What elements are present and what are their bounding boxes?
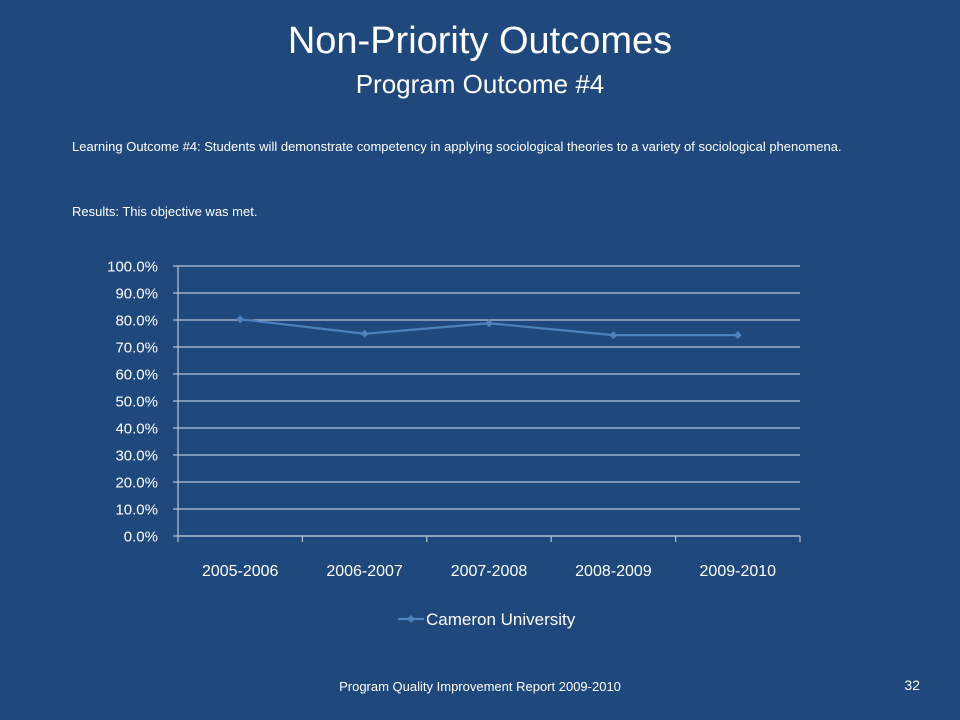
y-tick-label: 100.0% <box>107 259 158 276</box>
y-tick-label: 50.0% <box>115 394 158 411</box>
y-tick-label: 30.0% <box>115 448 158 465</box>
learning-outcome-text: Learning Outcome #4: Students will demon… <box>72 139 842 154</box>
y-tick-label: 10.0% <box>115 502 158 519</box>
results-text: Results: This objective was met. <box>72 204 258 219</box>
x-tick-label: 2007-2008 <box>451 563 528 580</box>
data-point <box>733 331 742 340</box>
slide-title: Non-Priority Outcomes <box>287 20 673 62</box>
y-tick-label: 20.0% <box>115 475 158 492</box>
slide-subtitle: Program Outcome #4 <box>355 69 605 99</box>
data-point <box>360 329 369 338</box>
y-tick-label: 70.0% <box>115 340 158 357</box>
data-point <box>609 331 618 340</box>
x-tick-label: 2009-2010 <box>700 563 777 580</box>
x-tick-label: 2006-2007 <box>326 563 403 580</box>
data-point <box>485 319 493 328</box>
x-tick-label: 2008-2009 <box>575 563 652 580</box>
y-tick-label: 40.0% <box>115 421 158 438</box>
legend-label: Cameron University <box>426 610 576 629</box>
y-tick-label: 90.0% <box>115 286 158 303</box>
footer-text: Program Quality Improvement Report 2009-… <box>339 679 621 694</box>
y-tick-label: 60.0% <box>115 367 158 384</box>
line-chart: 0.0% 10.0% 20.0% 30.0% 40.0% 50.0% 60.0% 70.0% 8… <box>107 259 801 629</box>
legend-marker <box>407 615 415 623</box>
page-number: 32 <box>904 677 920 693</box>
y-tick-label: 80.0% <box>115 313 158 330</box>
data-point <box>236 315 245 324</box>
y-tick-label: 0.0% <box>124 529 158 546</box>
x-tick-label: 2005-2006 <box>202 563 279 580</box>
